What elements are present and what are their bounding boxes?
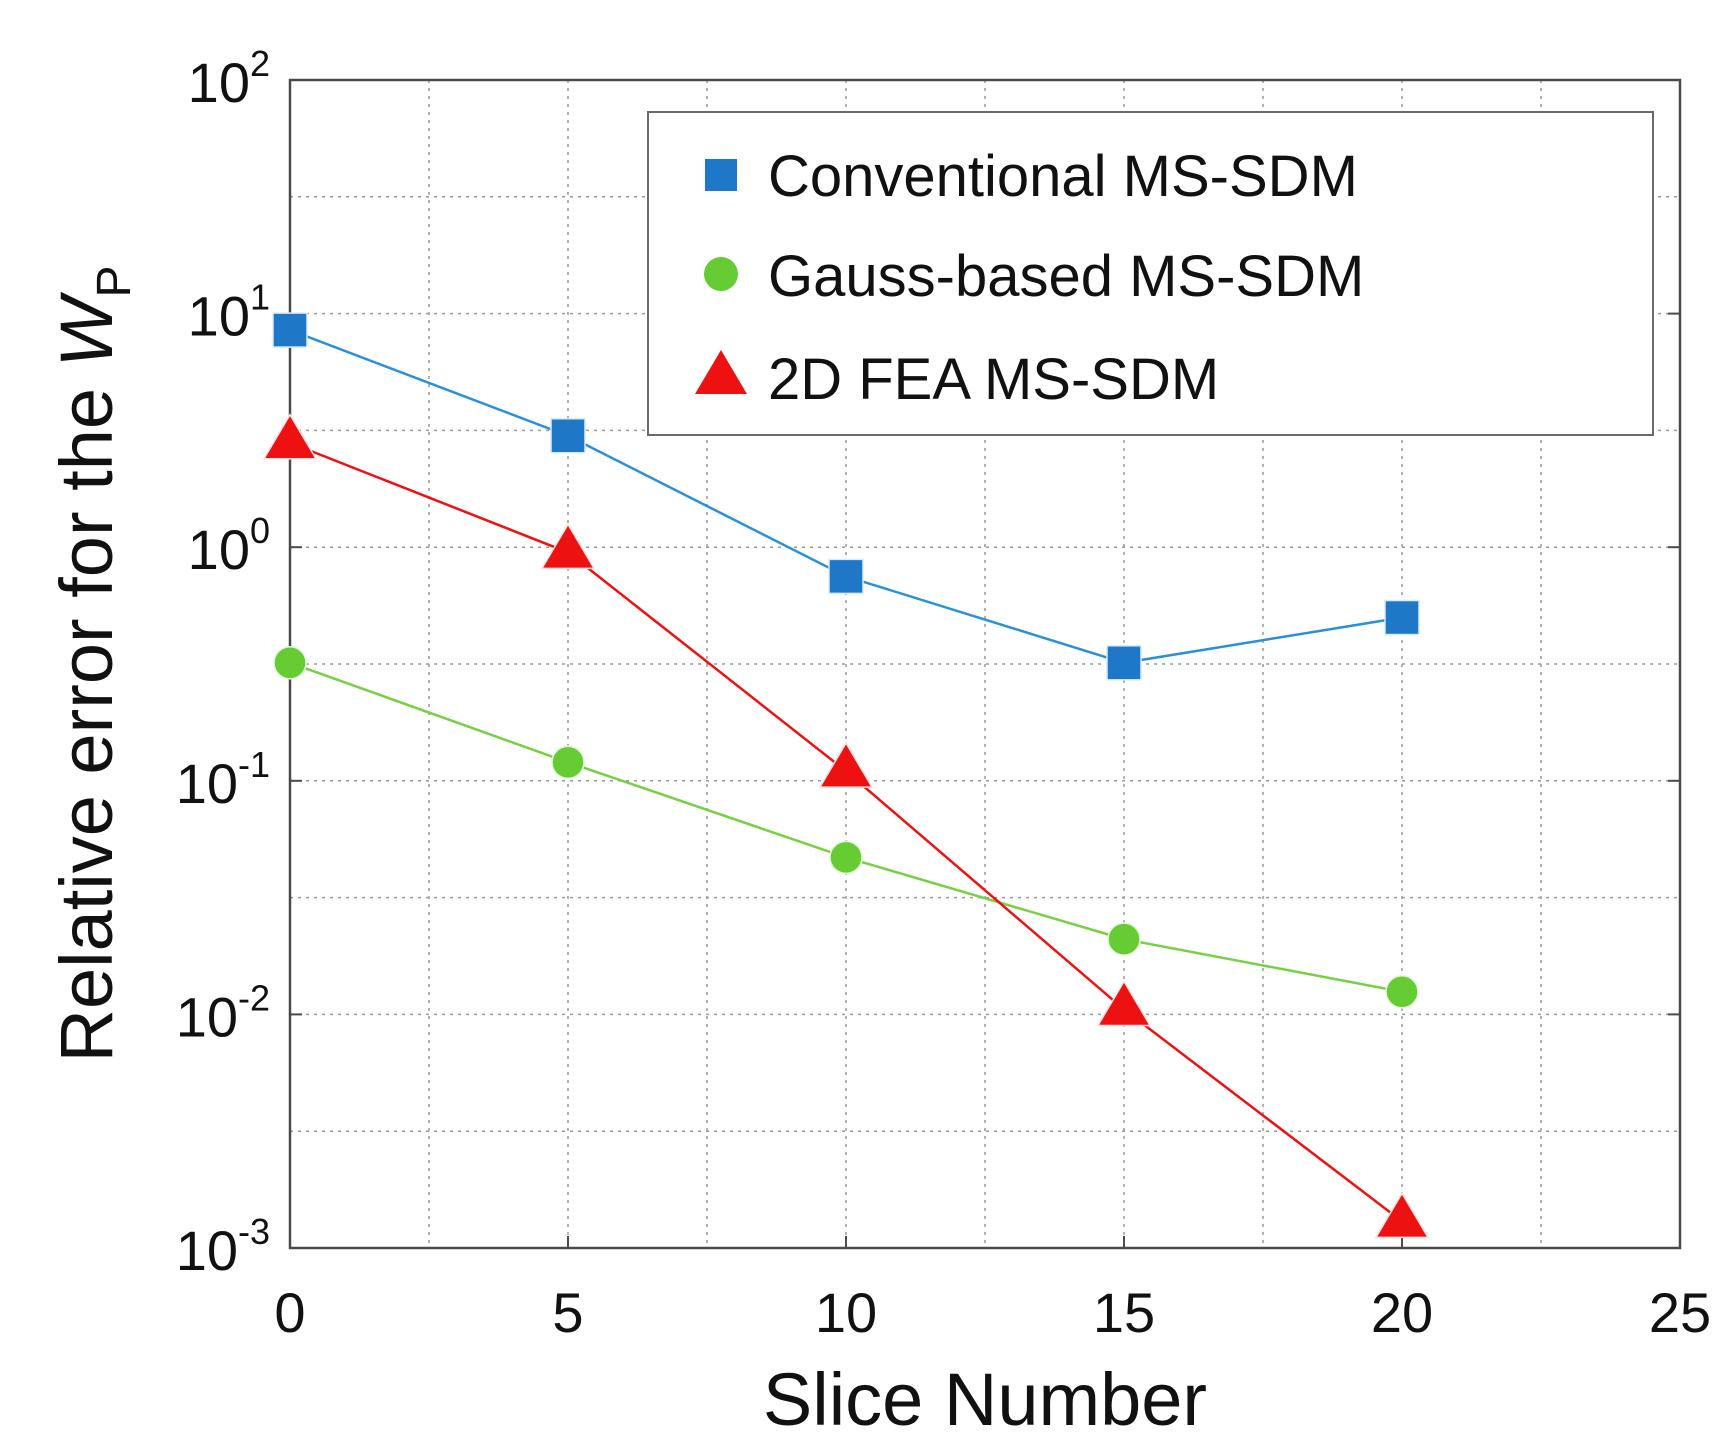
data-point-triangle (540, 522, 596, 570)
y-tick-exponent: -2 (238, 977, 270, 1018)
y-tick-exponent: -1 (238, 744, 270, 785)
x-tick-label: 20 (1371, 1281, 1433, 1344)
y-axis-title-main: Relative error for the (45, 367, 128, 1062)
data-point-triangle (818, 741, 874, 788)
legend-label-conventional: Conventional MS-SDM (768, 144, 1358, 209)
y-axis-title-symbol: W (45, 291, 128, 367)
x-tick-label: 25 (1649, 1281, 1711, 1344)
data-point-triangle (262, 413, 318, 460)
x-tick-label: 15 (1093, 1281, 1155, 1344)
legend-item-gauss: Gauss-based MS-SDM (704, 244, 1364, 309)
legend-circle-marker (704, 257, 738, 291)
data-point-circle (829, 840, 863, 875)
data-point-circle (551, 745, 585, 780)
series-square (272, 312, 1420, 681)
data-point-square (1106, 645, 1142, 681)
x-ticks: 0 5 10 15 20 25 (274, 1236, 1711, 1344)
data-point-square (1384, 599, 1420, 636)
legend-triangle-marker (695, 350, 747, 394)
legend-label-gauss: Gauss-based MS-SDM (768, 244, 1364, 309)
y-tick-label: 10-1 (176, 744, 270, 815)
legend-item-conventional: Conventional MS-SDM (705, 144, 1358, 209)
data-point-circle (1385, 975, 1419, 1009)
data-point-triangle (1374, 1191, 1430, 1239)
legend-item-fea: 2D FEA MS-SDM (695, 347, 1219, 412)
legend: Conventional MS-SDM Gauss-based MS-SDM 2… (647, 111, 1654, 436)
x-axis-title: Slice Number (763, 1358, 1207, 1441)
legend-label-fea: 2D FEA MS-SDM (768, 347, 1219, 412)
x-tick-label: 0 (274, 1281, 305, 1344)
series-circle (273, 646, 1419, 1009)
y-tick-base: 10 (176, 985, 238, 1048)
y-tick-base: 10 (176, 752, 238, 815)
legend-square-marker (705, 159, 737, 191)
data-point-triangle (1096, 979, 1152, 1027)
y-tick-label: 100 (188, 510, 270, 581)
y-tick-exponent: 0 (250, 510, 270, 551)
data-point-circle (1107, 922, 1141, 956)
y-axis-title: Relative error for the WP (45, 266, 141, 1063)
y-tick-label: 10-2 (176, 977, 270, 1048)
y-tick-base: 10 (188, 518, 250, 581)
y-tick-exponent: 1 (250, 277, 270, 318)
legend-box (647, 111, 1654, 436)
x-tick-label: 5 (552, 1281, 583, 1344)
y-tick-label: 102 (188, 43, 270, 114)
x-tick-label: 10 (815, 1281, 877, 1344)
y-tick-exponent: 2 (250, 43, 270, 84)
data-point-square (828, 558, 864, 595)
y-tick-label: 101 (188, 277, 270, 348)
y-tick-exponent: -3 (238, 1211, 270, 1252)
y-tick-label: 10-3 (176, 1211, 270, 1282)
series (262, 312, 1430, 1239)
y-tick-base: 10 (176, 1219, 238, 1282)
series-triangle (262, 413, 1430, 1239)
data-point-square (272, 312, 308, 348)
y-tick-base: 10 (188, 285, 250, 348)
y-axis-title-subscript: P (88, 266, 141, 298)
y-tick-base: 10 (188, 51, 250, 114)
data-point-square (550, 417, 586, 454)
data-point-circle (273, 646, 307, 680)
